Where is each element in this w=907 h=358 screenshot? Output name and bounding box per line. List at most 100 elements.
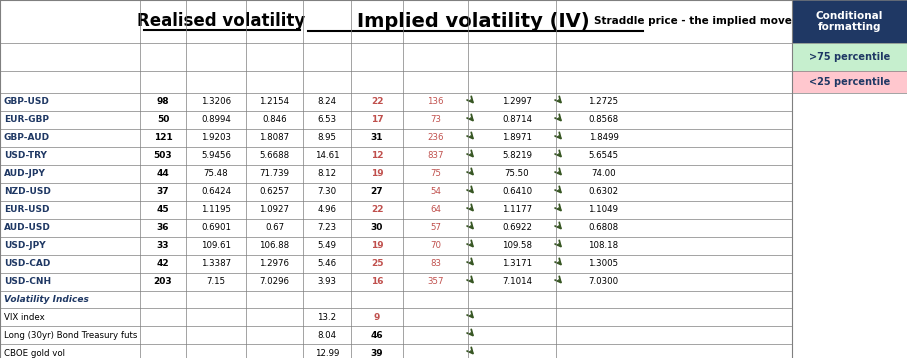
Text: 0.6257: 0.6257 — [259, 188, 289, 197]
Bar — [0, 344, 792, 358]
Bar — [0, 43, 792, 71]
Text: Implied volatility (IV): Implied volatility (IV) — [356, 12, 590, 31]
Text: AUD-JPY: AUD-JPY — [4, 169, 46, 179]
Text: 0.8568: 0.8568 — [589, 116, 619, 125]
Text: 109.58: 109.58 — [502, 242, 532, 251]
Text: 236: 236 — [427, 134, 444, 142]
Text: Upper Boll: Upper Boll — [196, 77, 236, 87]
Text: 1.3387: 1.3387 — [201, 260, 231, 268]
Text: 36: 36 — [157, 223, 170, 232]
Text: GBP-USD: GBP-USD — [4, 97, 50, 106]
Text: USD-JPY: USD-JPY — [4, 242, 45, 251]
Bar — [351, 273, 403, 291]
Text: 74.00: 74.00 — [591, 169, 616, 179]
Bar — [351, 201, 403, 219]
Text: Straddle price - the implied move: Straddle price - the implied move — [594, 16, 792, 26]
Bar — [0, 255, 792, 273]
Text: 75: 75 — [430, 169, 441, 179]
Text: 1.0927: 1.0927 — [259, 205, 289, 214]
Text: Long (30yr) Bond Treasury futs: Long (30yr) Bond Treasury futs — [4, 330, 137, 339]
Text: 1.2997: 1.2997 — [502, 97, 532, 106]
Bar — [0, 219, 792, 237]
Text: Implied range (68.2% confidence): Implied range (68.2% confidence) — [473, 53, 646, 62]
Bar — [351, 147, 403, 165]
Text: 1.8087: 1.8087 — [259, 134, 289, 142]
Text: 8.24: 8.24 — [317, 97, 336, 106]
Text: 5.6545: 5.6545 — [589, 151, 619, 160]
Text: 33: 33 — [157, 242, 170, 251]
Text: 1.3171: 1.3171 — [502, 260, 532, 268]
Text: Implied high: Implied high — [493, 77, 541, 87]
Bar — [0, 0, 140, 43]
Text: 83: 83 — [430, 260, 441, 268]
Text: CBOE gold vol: CBOE gold vol — [4, 348, 65, 358]
Text: Bollinger Band: Bollinger Band — [207, 58, 282, 67]
Text: 5.49: 5.49 — [317, 242, 336, 251]
Bar — [303, 0, 792, 43]
Text: Implied low: Implied low — [581, 77, 626, 87]
Text: 22: 22 — [371, 205, 384, 214]
Bar — [0, 201, 792, 219]
Text: 39: 39 — [371, 348, 384, 358]
Text: 0.6808: 0.6808 — [589, 223, 619, 232]
Text: 203: 203 — [153, 277, 172, 286]
Text: 0.6302: 0.6302 — [589, 188, 619, 197]
Bar — [351, 237, 403, 255]
Text: Pips: Pips — [155, 77, 171, 87]
Text: %: % — [324, 77, 330, 87]
Text: Realised volatility: Realised volatility — [137, 13, 306, 30]
Text: 1.2725: 1.2725 — [589, 97, 619, 106]
Bar — [0, 273, 792, 291]
Text: 19: 19 — [371, 242, 384, 251]
Text: Percentile (0-
100): Percentile (0- 100) — [352, 72, 403, 92]
Text: 0.6901: 0.6901 — [201, 223, 231, 232]
Bar — [0, 71, 792, 93]
Text: 1.8971: 1.8971 — [502, 134, 532, 142]
Text: 0.6922: 0.6922 — [502, 223, 532, 232]
Text: 12.99: 12.99 — [315, 348, 339, 358]
Text: 44: 44 — [157, 169, 170, 179]
Text: 121: 121 — [153, 134, 172, 142]
Bar — [351, 93, 403, 111]
Text: VIX index: VIX index — [4, 313, 44, 321]
Text: 5.9456: 5.9456 — [201, 151, 231, 160]
Text: 75.50: 75.50 — [504, 169, 530, 179]
Text: 14.61: 14.61 — [315, 151, 339, 160]
Bar — [0, 129, 792, 147]
Text: 7.1014: 7.1014 — [502, 277, 532, 286]
Bar — [351, 165, 403, 183]
Bar — [792, 0, 907, 43]
Text: 57: 57 — [430, 223, 441, 232]
Text: 17: 17 — [371, 116, 384, 125]
Text: >75 percentile: >75 percentile — [809, 52, 890, 62]
Text: 0.846: 0.846 — [262, 116, 287, 125]
Text: EUR-USD: EUR-USD — [4, 205, 50, 214]
Text: Volatility Indices: Volatility Indices — [4, 295, 89, 304]
Bar — [0, 183, 792, 201]
Text: Conditional
formatting: Conditional formatting — [815, 11, 883, 32]
Text: 1.1195: 1.1195 — [201, 205, 231, 214]
Text: 50: 50 — [157, 116, 170, 125]
Text: 1-week implied: 1-week implied — [60, 49, 137, 58]
Text: 37: 37 — [157, 188, 170, 197]
Text: 5.46: 5.46 — [317, 260, 336, 268]
Text: 7.23: 7.23 — [317, 223, 336, 232]
Text: 1.9203: 1.9203 — [201, 134, 231, 142]
Text: GBP-AUD: GBP-AUD — [4, 134, 50, 142]
Text: EUR-GBP: EUR-GBP — [4, 116, 49, 125]
Text: 45: 45 — [157, 205, 170, 214]
Text: 7.30: 7.30 — [317, 188, 336, 197]
Text: 30: 30 — [371, 223, 383, 232]
Text: 1.1177: 1.1177 — [502, 205, 532, 214]
Bar — [351, 255, 403, 273]
Text: 7.0296: 7.0296 — [259, 277, 289, 286]
Text: 6.53: 6.53 — [317, 116, 336, 125]
Text: 0.8994: 0.8994 — [201, 116, 231, 125]
Bar — [0, 308, 792, 326]
Text: 73: 73 — [430, 116, 441, 125]
Text: 25: 25 — [371, 260, 384, 268]
Text: 1.3206: 1.3206 — [201, 97, 231, 106]
Text: 22: 22 — [371, 97, 384, 106]
Text: USD-CNH: USD-CNH — [4, 277, 51, 286]
Text: Instrument: Instrument — [4, 77, 46, 87]
